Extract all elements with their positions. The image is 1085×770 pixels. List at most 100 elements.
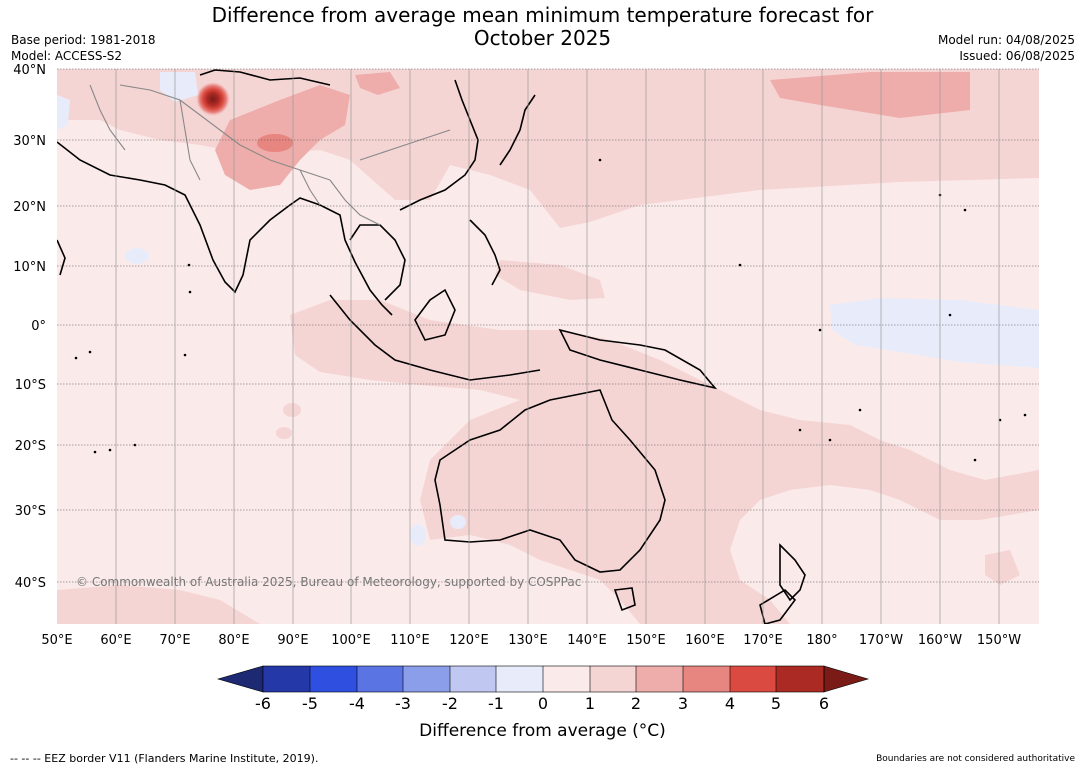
lon-label: 80°E: [218, 633, 249, 648]
island-dot: [74, 356, 78, 360]
lon-label: 150°W: [977, 633, 1021, 648]
lon-label: 180°: [806, 633, 837, 648]
lat-label: 10°S: [15, 378, 46, 393]
colorbar-tick-label: 4: [725, 694, 735, 713]
country-borders: [89, 84, 451, 226]
colorbar-extend-low: [216, 665, 264, 693]
anomaly-southwest-australia-cool: [410, 524, 426, 546]
lon-label: 130°E: [508, 633, 548, 648]
colorbar-tick-label: -2: [442, 694, 458, 713]
lon-label: 170°E: [743, 633, 783, 648]
copyright-text: © Commonwealth of Australia 2025, Bureau…: [76, 575, 581, 589]
colorbar-tick-label: 5: [771, 694, 781, 713]
colorbar-segment: [357, 666, 403, 692]
coastline-new-guinea: [558, 328, 718, 390]
island-dot: [948, 313, 952, 317]
colorbar-tick-label: 6: [819, 694, 829, 713]
lon-label: 100°E: [331, 633, 371, 648]
colorbar-extend-high: [823, 665, 870, 693]
meta-right: Model run: 04/08/2025 Issued: 06/08/2025: [938, 32, 1075, 64]
anomaly-west-edge-cool: [57, 95, 70, 130]
longitude-lines: [115, 69, 1000, 624]
map-title-line1: Difference from average mean minimum tem…: [211, 3, 874, 27]
colorbar-ticks: [309, 666, 777, 692]
colorbar-segment: [636, 666, 683, 692]
island-dot: [738, 263, 742, 267]
island-dot: [858, 408, 862, 412]
colorbar-tick-label: -3: [395, 694, 411, 713]
base-period: Base period: 1981-2018: [11, 33, 156, 47]
colorbar-segment: [403, 666, 450, 692]
lon-label: 60°E: [100, 633, 131, 648]
coastline-indochina: [349, 224, 406, 301]
coastline-north-island-nz: [779, 543, 806, 602]
island-dot: [818, 328, 822, 332]
island-dot: [973, 458, 977, 462]
colorbar-segment: [496, 666, 543, 692]
anomaly-southwest: [57, 585, 260, 624]
anomaly-small-patch-1: [283, 403, 301, 417]
anomaly-small-patch-2: [276, 427, 292, 439]
lat-label: 0°: [31, 319, 46, 334]
anomaly-3-4-himalaya: [257, 134, 293, 152]
colorbar-tick-label: 3: [678, 694, 688, 713]
coastline-australia: [434, 389, 666, 573]
colorbar-segment: [590, 666, 636, 692]
colorbar-frame: [262, 665, 825, 693]
island-dot: [88, 350, 92, 354]
meta-left: Base period: 1981-2018 Model: ACCESS-S2: [11, 32, 156, 64]
coastline-south-asia: [57, 141, 393, 316]
longitude-labels: 50°E 60°E 70°E 80°E 90°E 100°E 110°E 120…: [41, 633, 1021, 648]
lon-label: 160°W: [918, 633, 962, 648]
border-line-6: [359, 129, 451, 161]
anomaly-negative: [57, 72, 1039, 546]
island-dot: [828, 438, 832, 442]
colorbar-segment: [730, 666, 776, 692]
colorbar-segment: [683, 666, 730, 692]
lat-label: 20°S: [15, 439, 46, 454]
issued-date: Issued: 06/08/2025: [959, 49, 1075, 63]
colorbar-tick-label: -5: [302, 694, 318, 713]
lat-label: 40°S: [15, 576, 46, 591]
colorbar-segment: [263, 666, 310, 692]
colorbar-tick-label: -1: [488, 694, 504, 713]
colorbar-tick-label: 1: [585, 694, 595, 713]
lat-label: 20°N: [13, 200, 46, 215]
coastline-borneo: [414, 288, 456, 341]
island-dot: [798, 428, 802, 432]
model-name: Model: ACCESS-S2: [11, 49, 123, 63]
lon-label: 160°E: [685, 633, 725, 648]
island-dot: [1023, 413, 1027, 417]
model-run: Model run: 04/08/2025: [937, 33, 1075, 47]
island-dot: [187, 263, 191, 267]
anomaly-north-pacific: [770, 72, 970, 118]
island-dot: [963, 208, 967, 212]
lat-label: 30°N: [13, 134, 46, 149]
colorbar-segment: [543, 666, 590, 692]
colorbar-tick-label: 2: [631, 694, 641, 713]
lon-label: 70°E: [159, 633, 190, 648]
colorbar-segment: [310, 666, 357, 692]
colorbar-tick-label: 0: [538, 694, 548, 713]
coastline-tasmania: [613, 587, 636, 612]
colorbar-label: Difference from average (°C): [419, 721, 666, 741]
anomaly-indian-ocean-cool: [450, 515, 466, 529]
anomaly-arabian-sea-cool: [125, 248, 149, 264]
colorbar-segment: [450, 666, 496, 692]
map-title-line2: October 2025: [473, 26, 612, 50]
lat-label: 10°N: [13, 260, 46, 275]
anomaly-central-pacific-cool: [830, 298, 1039, 368]
map-title: Difference from average mean minimum tem…: [0, 4, 1085, 50]
map-area: [57, 69, 1039, 624]
coastline-philippines: [469, 219, 501, 286]
coastline-arabia: [57, 239, 66, 276]
lon-label: 90°E: [277, 633, 308, 648]
island-dot: [183, 353, 187, 357]
colorbar: -6 -5 -4 -3 -2 -1 0 1 2 3 4 5 6: [216, 665, 870, 713]
latitude-labels: 40°N 30°N 20°N 10°N 0° 10°S 20°S 30°S 40…: [13, 63, 46, 591]
lat-label: 40°N: [13, 63, 46, 78]
coastline-china: [399, 79, 479, 211]
colorbar-tick-labels: -6 -5 -4 -3 -2 -1 0 1 2 3 4 5 6: [255, 694, 829, 713]
coastline-central-asia: [199, 69, 331, 86]
